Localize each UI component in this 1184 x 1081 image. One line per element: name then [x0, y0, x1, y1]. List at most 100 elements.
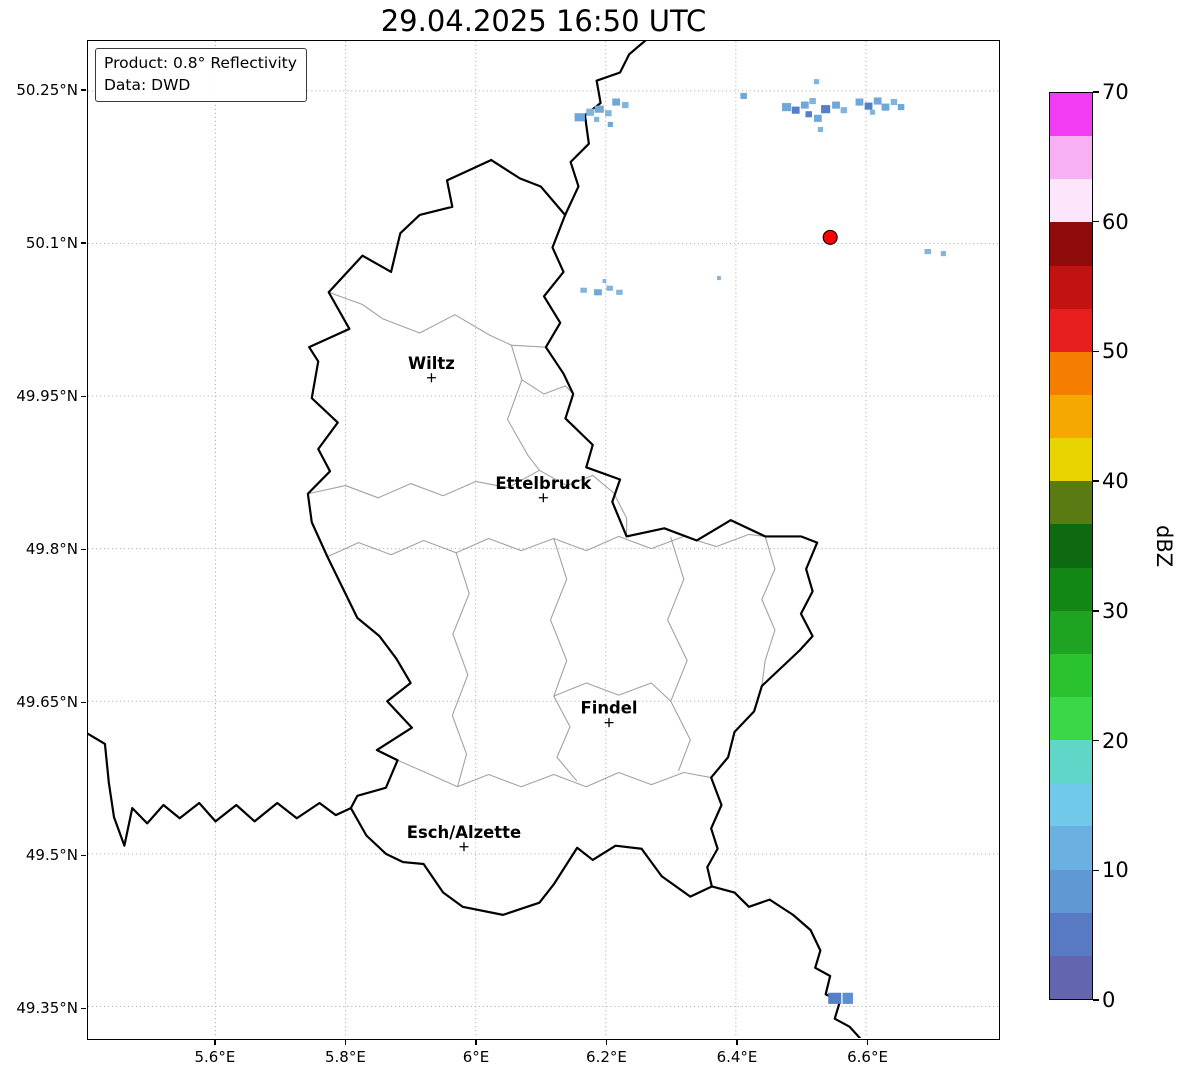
radar-echo	[873, 97, 882, 105]
colorbar-segment	[1050, 955, 1092, 999]
city-cross-icon	[604, 718, 614, 728]
colorbar-segment	[1050, 136, 1092, 180]
radar-echo	[594, 116, 600, 122]
colorbar-segment	[1050, 869, 1092, 913]
radar-echo	[805, 111, 812, 118]
radar-echo	[594, 289, 602, 296]
radar-echo	[586, 108, 595, 116]
lon-tick-label: 6.4°E	[716, 1048, 758, 1066]
colorbar-tick-mark	[1093, 999, 1099, 1001]
product-label: Product: 0.8° Reflectivity	[104, 54, 297, 72]
colorbar-tick-mark	[1093, 869, 1099, 871]
radar-echo	[821, 105, 831, 114]
lat-tick-mark	[81, 89, 86, 91]
radar-echo	[832, 101, 840, 109]
figure-title: 29.04.2025 16:50 UTC	[380, 4, 707, 38]
city-label: Findel	[580, 699, 637, 718]
radar-echo	[607, 121, 613, 127]
colorbar-segment	[1050, 93, 1092, 137]
district-border	[506, 344, 540, 471]
lat-tick-mark	[81, 1007, 86, 1010]
radar-echo	[924, 249, 932, 255]
district-border	[521, 379, 574, 395]
radar-echo	[616, 289, 623, 295]
lat-tick-label: 49.8°N	[25, 540, 78, 559]
radar-echo	[881, 103, 890, 111]
lon-tick-mark	[214, 1040, 216, 1045]
colorbar-tick-label: 10	[1102, 858, 1129, 883]
city-label: Wiltz	[408, 354, 455, 373]
colorbar-segment	[1050, 653, 1092, 697]
radar-echo	[855, 98, 864, 106]
product-info-box: Product: 0.8° Reflectivity Data: DWD	[95, 48, 307, 102]
lon-tick-label: 6°E	[462, 1048, 490, 1066]
radar-echo	[869, 109, 876, 115]
district-border	[667, 536, 691, 771]
radar-echo	[574, 113, 585, 122]
radar-echo	[605, 110, 612, 117]
colorbar-tick-label: 60	[1102, 209, 1129, 234]
colorbar-segment	[1050, 265, 1092, 309]
lon-tick-label: 6.6°E	[847, 1048, 888, 1066]
district-border	[538, 469, 628, 537]
radar-echo	[782, 103, 792, 112]
lat-tick-mark	[81, 854, 86, 856]
lon-tick-mark	[736, 1040, 738, 1045]
radar-echo	[840, 107, 848, 114]
country-border	[88, 732, 352, 847]
colorbar-tick-label: 40	[1102, 469, 1129, 494]
lat-tick-mark	[81, 548, 86, 550]
lat-tick-mark	[81, 395, 86, 397]
colorbar-segment	[1050, 740, 1092, 784]
lon-tick-label: 6.2°E	[586, 1048, 627, 1066]
data-source-label: Data: DWD	[104, 76, 191, 94]
lon-tick-label: 5.6°E	[194, 1048, 236, 1066]
district-border	[761, 535, 776, 687]
lat-tick-label: 49.65°N	[16, 693, 78, 712]
radar-echo	[890, 98, 898, 106]
lat-tick-mark	[81, 701, 86, 703]
colorbar-tick-label: 20	[1102, 728, 1129, 753]
radar-echo	[594, 105, 604, 113]
colorbar-segment	[1050, 394, 1092, 439]
radar-site-marker	[822, 229, 838, 245]
radar-echo	[800, 101, 809, 109]
colorbar-tick-label: 30	[1102, 598, 1129, 623]
radar-echo	[842, 992, 853, 1004]
map-plot: Wiltz Ettelbruck Findel Esch/Alzette Produc…	[87, 40, 1000, 1040]
colorbar-segment	[1050, 524, 1092, 568]
district-border	[553, 682, 672, 702]
country-border	[710, 885, 862, 1038]
country-border	[306, 158, 819, 916]
district-border	[549, 537, 578, 782]
city-cross-icon	[538, 493, 548, 503]
radar-echo	[740, 92, 747, 99]
colorbar-segment	[1050, 351, 1092, 395]
city-label: Ettelbruck	[495, 474, 592, 493]
lat-tick-label: 50.1°N	[25, 234, 78, 253]
radar-echo	[897, 104, 905, 111]
lat-tick-label: 49.95°N	[16, 387, 78, 406]
colorbar-tick-label: 50	[1102, 339, 1129, 364]
colorbar-segment	[1050, 610, 1092, 654]
colorbar-segment	[1050, 481, 1092, 525]
district-border	[397, 759, 712, 788]
city-label: Esch/Alzette	[407, 823, 521, 842]
colorbar-tick-mark	[1093, 350, 1099, 353]
district-border	[328, 291, 547, 348]
radar-echo	[828, 992, 842, 1004]
radar-echo	[580, 287, 587, 293]
lat-tick-mark	[81, 242, 86, 244]
lon-tick-mark	[866, 1040, 869, 1045]
radar-echo	[606, 285, 613, 291]
colorbar-segment	[1050, 179, 1092, 223]
radar-echo	[813, 79, 820, 85]
colorbar-tick-mark	[1093, 480, 1099, 482]
radar-echo	[602, 279, 607, 284]
colorbar-tick-mark	[1093, 739, 1099, 742]
colorbar-segment	[1050, 783, 1092, 827]
map-canvas: Wiltz Ettelbruck Findel Esch/Alzette	[88, 41, 998, 1038]
district-border	[307, 469, 540, 499]
lon-tick-mark	[605, 1040, 608, 1045]
